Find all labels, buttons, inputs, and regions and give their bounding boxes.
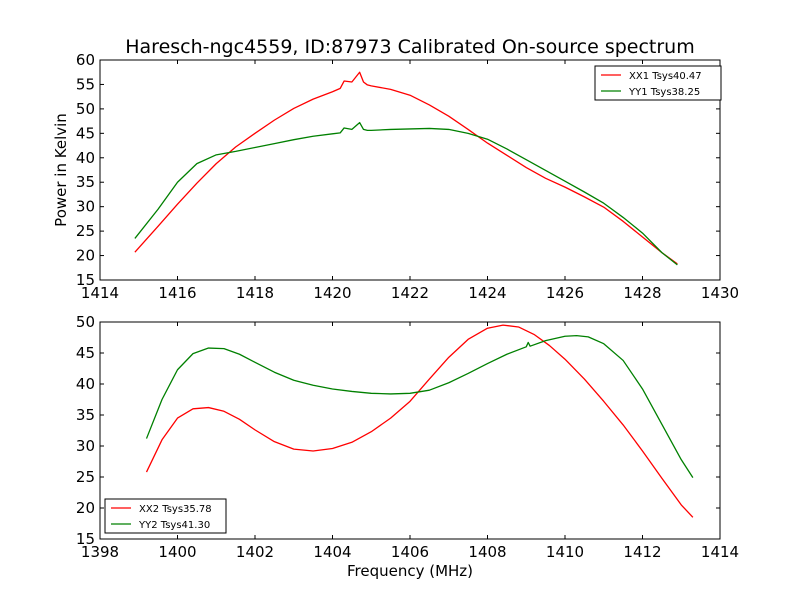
top-x-tick-label: 1424 bbox=[468, 284, 506, 302]
bottom-y-tick-label: 15 bbox=[76, 530, 95, 548]
top-x-tick-label: 1426 bbox=[546, 284, 584, 302]
bottom-y-tick-label: 35 bbox=[76, 406, 95, 424]
bottom-panel: 1398 1400 1402 1404 1406 1408 1410 1412 1414 15 20… bbox=[76, 313, 739, 561]
bottom-x-tick-label: 1408 bbox=[468, 543, 506, 561]
bottom-series-line-1 bbox=[145, 324, 694, 518]
bottom-y-tick-label: 30 bbox=[76, 437, 95, 455]
top-y-tick-label: 40 bbox=[76, 149, 95, 167]
top-y-tick-label: 55 bbox=[76, 75, 95, 93]
bottom-x-tick-label: 1410 bbox=[546, 543, 584, 561]
bottom-x-tick-label: 1414 bbox=[701, 543, 739, 561]
top-y-tick-label: 25 bbox=[76, 222, 95, 240]
top-y-tick-label: 20 bbox=[76, 247, 95, 265]
top-x-tick-label: 1418 bbox=[236, 284, 274, 302]
bottom-x-tick-label: 1398 bbox=[81, 543, 119, 561]
bottom-legend-label-2: YY2 Tsys41.30 bbox=[138, 520, 210, 531]
bottom-y-tick-label: 40 bbox=[76, 375, 95, 393]
bottom-y-tick-label: 50 bbox=[76, 313, 95, 331]
top-legend-label-2: YY1 Tsys38.25 bbox=[628, 87, 700, 98]
bottom-y-tick-label: 25 bbox=[76, 468, 95, 486]
bottom-x-axis-label: Frequency (MHz) bbox=[347, 562, 473, 580]
bottom-x-tick-label: 1402 bbox=[236, 543, 274, 561]
bottom-y-tick-label: 20 bbox=[76, 499, 95, 517]
bottom-x-tick-label: 1400 bbox=[158, 543, 196, 561]
top-series-line-1 bbox=[134, 71, 678, 265]
top-y-tick-label: 30 bbox=[76, 198, 95, 216]
top-y-tick-label: 45 bbox=[76, 124, 95, 142]
top-x-tick-label: 1416 bbox=[158, 284, 196, 302]
top-x-tick-label: 1422 bbox=[391, 284, 429, 302]
bottom-legend: XX2 Tsys35.78 YY2 Tsys41.30 bbox=[104, 498, 227, 534]
top-y-tick-label: 60 bbox=[76, 51, 95, 69]
top-panel: 1414 1416 1418 1420 1422 1424 1426 1428 1430 15 20… bbox=[76, 51, 739, 302]
bottom-x-tick-label: 1404 bbox=[313, 543, 351, 561]
bottom-x-tick-label: 1412 bbox=[623, 543, 661, 561]
bottom-series-line-2 bbox=[145, 334, 694, 478]
bottom-x-tick-label: 1406 bbox=[391, 543, 429, 561]
chart-title: Haresch-ngc4559, ID:87973 Calibrated On-… bbox=[125, 36, 694, 58]
top-legend-label-1: XX1 Tsys40.47 bbox=[629, 71, 702, 82]
top-x-tick-label: 1428 bbox=[623, 284, 661, 302]
top-x-tick-label: 1420 bbox=[313, 284, 351, 302]
top-y-axis-label: Power in Kelvin bbox=[52, 113, 70, 227]
top-series-line-2 bbox=[134, 121, 678, 266]
bottom-legend-label-1: XX2 Tsys35.78 bbox=[139, 504, 212, 515]
top-y-tick-label: 15 bbox=[76, 271, 95, 289]
top-x-tick-label: 1414 bbox=[81, 284, 119, 302]
bottom-y-tick-label: 45 bbox=[76, 344, 95, 362]
top-y-tick-label: 35 bbox=[76, 173, 95, 191]
top-y-tick-label: 50 bbox=[76, 100, 95, 118]
bottom-legend-box bbox=[104, 498, 227, 534]
top-legend-box bbox=[594, 65, 722, 101]
top-x-tick-label: 1430 bbox=[701, 284, 739, 302]
top-legend: XX1 Tsys40.47 YY1 Tsys38.25 bbox=[594, 65, 722, 101]
